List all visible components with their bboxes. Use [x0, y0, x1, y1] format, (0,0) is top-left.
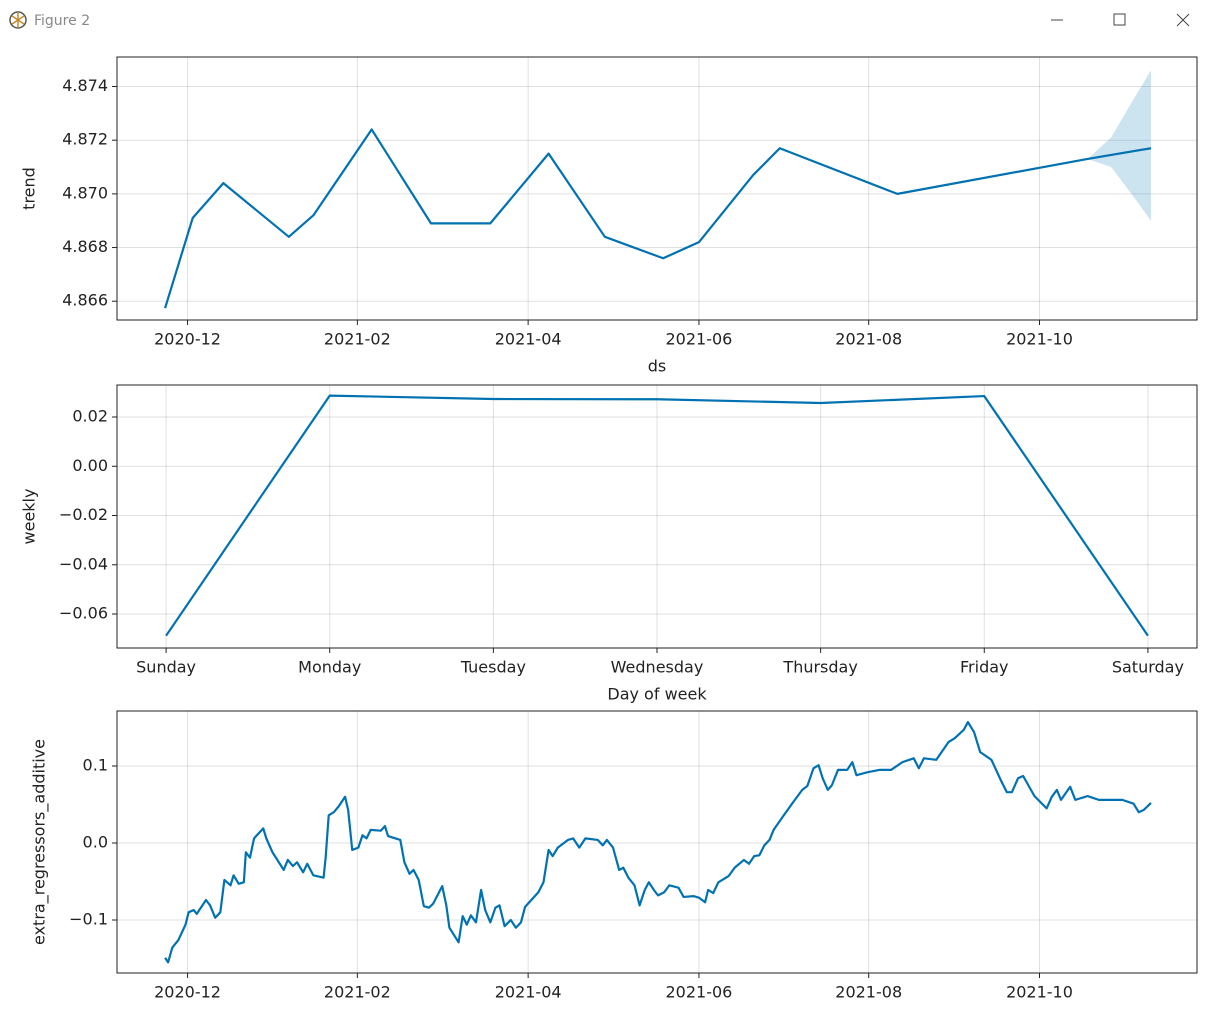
y-tick-label: 4.868: [62, 237, 108, 256]
x-tick-label: Tuesday: [460, 658, 526, 677]
data-line: [164, 128, 1152, 309]
title-bar: [0, 0, 1215, 40]
close-button[interactable]: [1176, 13, 1190, 27]
data-line: [164, 720, 1152, 964]
axes-frame: [116, 710, 1198, 974]
x-tick-label: Saturday: [1112, 658, 1184, 677]
x-tick-label: 2021-06: [666, 330, 733, 349]
y-tick-label: 0.02: [72, 407, 108, 426]
x-tick-label: 2020-12: [154, 983, 221, 1002]
axes-frame: [116, 56, 1198, 321]
x-tick-label: 2021-04: [495, 330, 562, 349]
x-tick-label: 2021-10: [1006, 330, 1073, 349]
y-axis-label: extra_regressors_additive: [30, 739, 50, 945]
y-tick-label: 4.870: [62, 183, 108, 202]
x-tick-label: 2021-06: [666, 983, 733, 1002]
y-axis-label: weekly: [20, 489, 39, 545]
x-tick-label: 2021-08: [835, 330, 902, 349]
uncertainty-band: [1087, 70, 1151, 221]
x-tick-label: 2021-02: [324, 983, 391, 1002]
y-tick-label: −0.02: [59, 505, 108, 524]
y-tick-label: 0.0: [83, 833, 108, 852]
y-tick-label: −0.06: [59, 604, 108, 623]
x-tick-label: 2021-08: [835, 983, 902, 1002]
x-tick-label: 2020-12: [154, 330, 221, 349]
x-tick-label: 2021-02: [324, 330, 391, 349]
x-tick-label: Monday: [298, 658, 361, 677]
y-tick-label: 0.00: [72, 456, 108, 475]
x-axis-label: Day of week: [607, 685, 707, 704]
data-line: [165, 394, 1149, 637]
axes-frame: [116, 384, 1198, 649]
app-icon: [9, 11, 27, 29]
x-tick-label: Sunday: [136, 658, 196, 677]
x-axis-label: ds: [648, 357, 667, 376]
y-tick-label: 4.874: [62, 76, 108, 95]
y-tick-label: −0.04: [59, 554, 108, 573]
y-tick-label: −0.1: [69, 910, 108, 929]
maximize-button[interactable]: [1113, 13, 1126, 26]
y-tick-label: 4.866: [62, 291, 108, 310]
x-tick-label: Thursday: [782, 658, 857, 677]
x-tick-label: Friday: [960, 658, 1009, 677]
x-tick-label: Wednesday: [611, 658, 704, 677]
y-tick-label: 4.872: [62, 130, 108, 149]
x-tick-label: 2021-10: [1006, 983, 1073, 1002]
y-axis-label: trend: [20, 167, 39, 210]
x-tick-label: 2021-04: [495, 983, 562, 1002]
y-tick-label: 0.1: [83, 755, 108, 774]
window-title: Figure 2: [34, 13, 90, 29]
